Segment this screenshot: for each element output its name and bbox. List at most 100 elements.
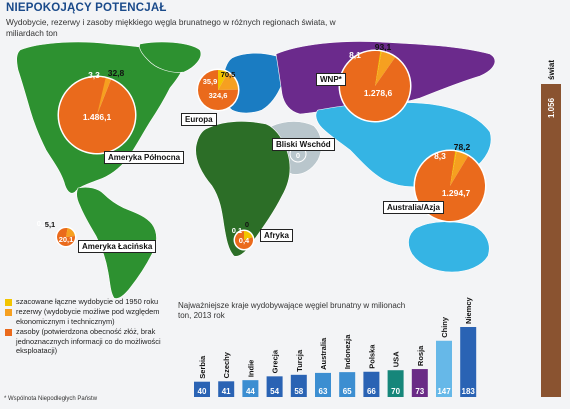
page-title: NIEPOKOJĄCY POTENCJAŁ	[6, 2, 167, 14]
world-total-value: 1.056	[547, 97, 556, 118]
bar-rosja	[411, 369, 428, 397]
legend-label-resources: zasoby (potwierdzona obecność złóż, brak…	[16, 327, 161, 356]
pie-value-label: 8,3	[434, 151, 446, 161]
legend-swatch-resources	[5, 329, 12, 337]
bar-value-label: 40	[198, 387, 207, 396]
pie-value-label: 70,5	[221, 70, 236, 79]
pie-slice-extracted	[244, 231, 253, 240]
bar-group-rosja: 73 Rosja	[411, 345, 428, 397]
bar-value-label: 147	[437, 387, 451, 396]
bar-group-czechy: 41 Czechy	[218, 351, 235, 397]
pie-2: 8,1 93,1 1.278,6	[338, 42, 412, 123]
bar-group-chiny: 147 Chiny	[436, 316, 452, 397]
legend-item-reserves: rezerwy (wydobycie możliwe pod względem …	[4, 307, 174, 326]
bar-australia	[315, 372, 331, 397]
bar-polska	[363, 371, 380, 397]
bar-group-indie: 44 Indie	[242, 360, 259, 397]
region-label-4: Australia/Azja	[383, 201, 444, 214]
world-total-bar	[541, 84, 561, 397]
land-greenland	[139, 41, 202, 73]
pie-slice-reserves	[218, 72, 238, 90]
region-label-5: Ameryka Łacińska	[78, 240, 157, 253]
pie-slice-reserves	[375, 51, 396, 86]
world-total-label: świat	[547, 60, 556, 80]
region-label-6: Afryka	[260, 229, 293, 242]
bar-value-label: 65	[343, 387, 352, 396]
pie-value-label: 0	[245, 220, 249, 229]
legend: szacowane łączne wydobycie od 1950 roku …	[4, 297, 174, 356]
bar-niemcy	[460, 327, 477, 397]
bar-serbia	[194, 381, 210, 397]
bar-value-label: 58	[294, 387, 303, 396]
pie-value-label: 0,1	[37, 219, 47, 228]
pie-value-label: 20,1	[59, 235, 74, 244]
pie-value-label: 1.278,6	[364, 88, 393, 98]
bar-category-label: Niemcy	[464, 296, 473, 324]
bar-group-serbia: 40 Serbia	[194, 355, 210, 397]
pie-value-label: 0	[296, 151, 300, 160]
bar-indie	[242, 380, 259, 397]
legend-label-extracted: szacowane łączne wydobycie od 1950 roku	[16, 297, 159, 306]
pie-1: 35,970,5 324,6	[196, 68, 240, 112]
bar-value-label: 70	[391, 387, 400, 396]
bar-group-australia: 63 Australia	[315, 337, 331, 397]
region-label-0: Ameryka Północna	[104, 151, 185, 164]
pie-value-label: 5,1	[45, 220, 55, 229]
bar-category-label: Grecja	[271, 349, 280, 373]
pie-5: 0,15,1 20,1	[37, 219, 77, 248]
pie-slice-reserves	[450, 151, 469, 186]
bar-group-indonezja: 65 Indonezja	[339, 334, 356, 397]
pie-slice-reserves	[97, 77, 111, 115]
bar-category-label: Turcja	[295, 349, 304, 372]
region-label-1: Europa	[181, 113, 217, 126]
bar-value-label: 63	[319, 387, 328, 396]
pie-value-label: 324,6	[209, 91, 228, 100]
region-label-3: Bliski Wschód	[272, 138, 335, 151]
bar-czechy	[218, 381, 235, 397]
pie-value-label: 3,3	[88, 70, 100, 80]
bar-group-grecja: 54 Grecja	[266, 349, 283, 397]
bar-category-label: Chiny	[440, 316, 449, 338]
pie-slice-resources	[198, 70, 238, 111]
pie-slice-reserves	[66, 228, 75, 237]
pie-value-label: 1.294,7	[442, 188, 471, 198]
pie-value-label: 8,1	[349, 50, 361, 60]
pie-slice-resources	[235, 231, 253, 249]
bar-value-label: 41	[222, 387, 231, 396]
bar-grecja	[266, 376, 283, 397]
pie-slice-resources	[340, 50, 410, 121]
bar-value-label: 183	[462, 387, 476, 396]
pie-value-label: 78,2	[454, 142, 471, 152]
land-australia	[408, 221, 490, 273]
legend-swatch-extracted	[5, 299, 12, 306]
bar-turcja	[290, 374, 307, 397]
bar-category-label: Czechy	[222, 351, 231, 378]
pie-slice-extracted	[218, 70, 228, 90]
world-map: 3,3 32,8 1.486,1 35,970,5 324,6 8,1 93,1 1.278,…	[16, 41, 496, 299]
pie-value-label: 93,1	[375, 42, 392, 52]
page-subtitle: Wydobycie, rezerwy i zasoby miękkiego wę…	[6, 17, 336, 38]
pie-0: 3,3 32,8 1.486,1	[57, 68, 137, 155]
pie-value-label: 1.486,1	[83, 112, 112, 122]
bar-indonezja	[339, 372, 356, 397]
bar-category-label: Rosja	[416, 345, 425, 366]
bar-category-label: Indie	[246, 360, 255, 378]
bar-usa	[387, 370, 404, 397]
pie-value-label: 0,1	[232, 226, 242, 235]
bar-group-niemcy: 183 Niemcy	[460, 296, 477, 397]
pie-value-label: 35,9	[203, 77, 218, 86]
pie-6: 0,10 0,4	[232, 220, 255, 251]
bar-category-label: Polska	[367, 344, 376, 369]
bar-chart-title: Najważniejsze kraje wydobywające węgiel …	[178, 301, 406, 320]
bar-category-label: Indonezja	[343, 334, 352, 369]
bar-category-label: Australia	[319, 337, 328, 370]
bar-group-turcja: 58 Turcja	[290, 349, 307, 397]
legend-swatch-reserves	[5, 309, 12, 317]
bar-category-label: USA	[392, 351, 401, 367]
footnote: * Wspólnota Niepodległych Państw	[4, 396, 98, 402]
pie-value-label: 32,8	[108, 68, 125, 78]
pie-value-label: 0,4	[239, 236, 250, 245]
legend-item-resources: zasoby (potwierdzona obecność złóż, brak…	[4, 327, 174, 355]
bar-value-label: 73	[415, 387, 424, 396]
